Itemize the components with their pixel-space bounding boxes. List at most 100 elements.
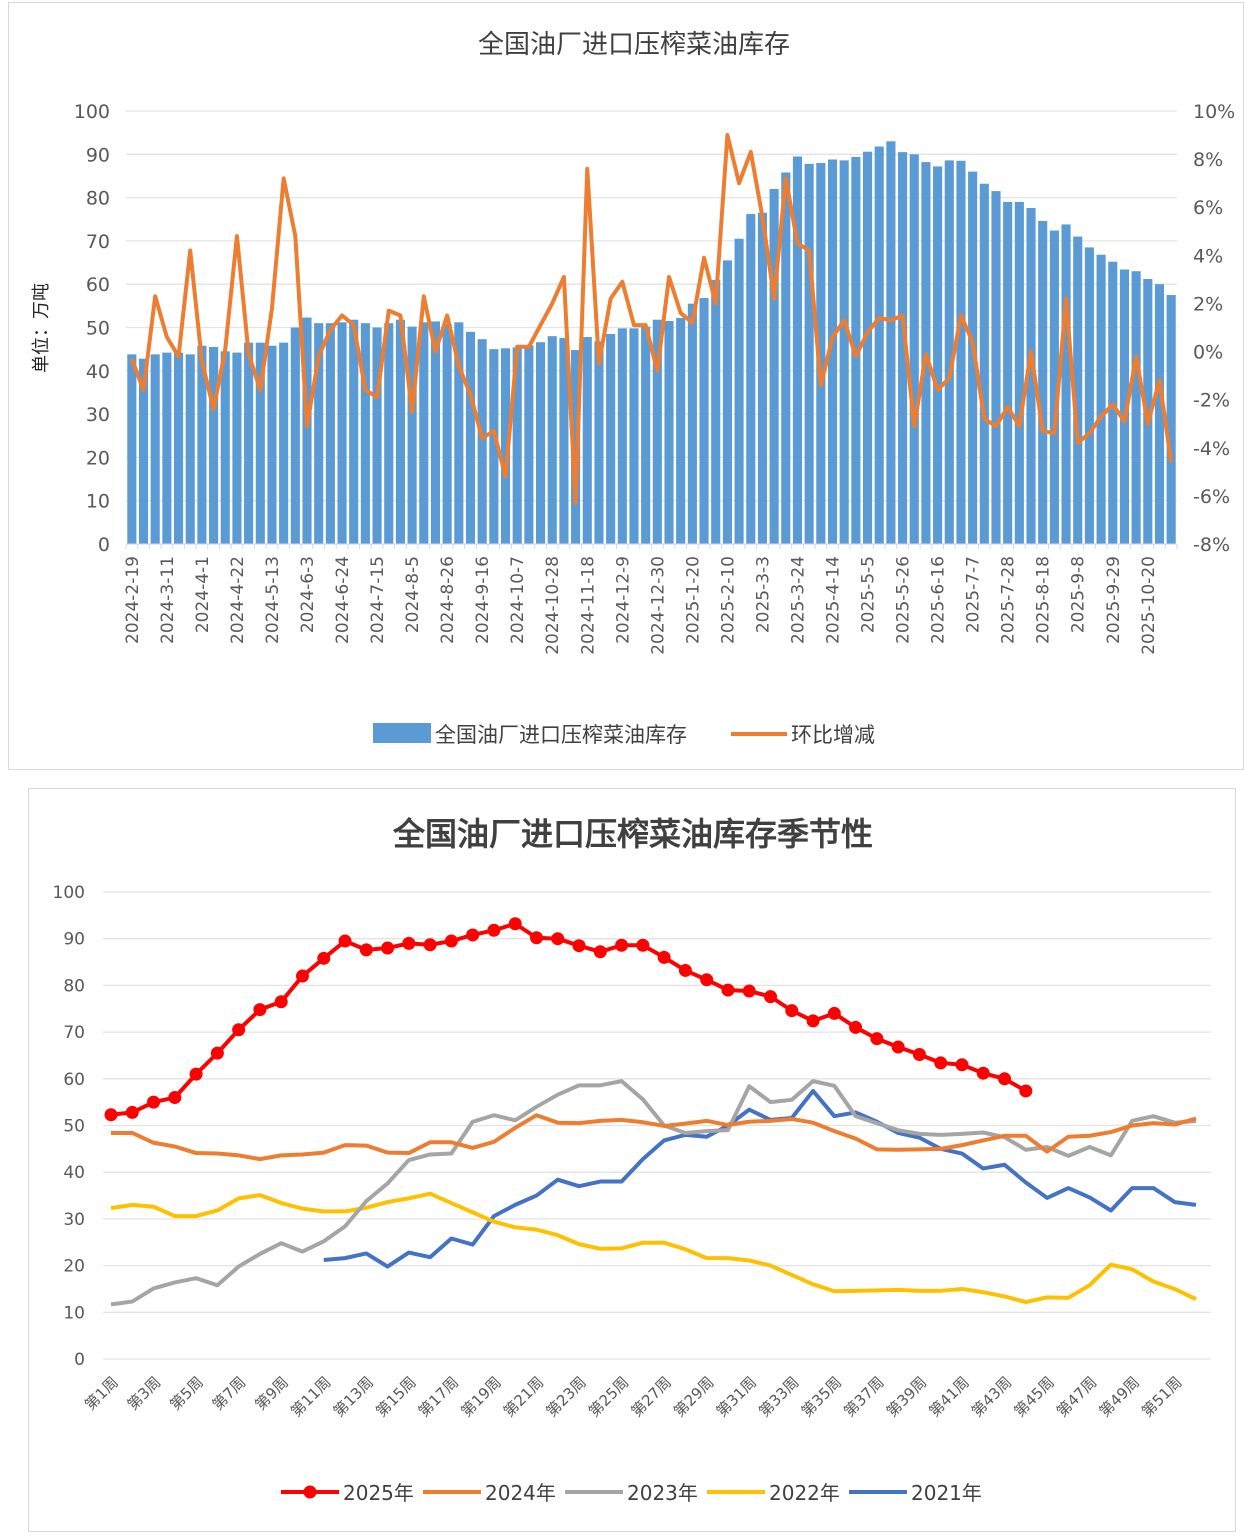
x-tick-label: 2025-6-16 bbox=[929, 556, 949, 644]
x-tick-label: 2025-3-24 bbox=[788, 556, 808, 644]
series-line-2021年 bbox=[323, 1088, 1197, 1269]
seasonality-line-chart: 全国油厂进口压榨菜油库存季节性 0 10 20 30 40 50 60 70 80 90 100 第… bbox=[53, 815, 1211, 1505]
data-marker bbox=[338, 934, 352, 948]
line-series bbox=[129, 133, 1174, 506]
data-marker bbox=[657, 950, 671, 964]
y-axis-ticks: 0 10 20 30 40 50 60 70 80 90 100 bbox=[53, 883, 85, 1370]
bar bbox=[419, 322, 429, 544]
bar bbox=[360, 323, 370, 544]
bar bbox=[442, 324, 452, 544]
legend-label: 2022年 bbox=[769, 1481, 840, 1505]
y-tick-label: 100 bbox=[53, 883, 85, 903]
series-line-2022年 bbox=[110, 1191, 1197, 1305]
data-marker bbox=[508, 917, 522, 931]
x-tick-label: 第7周 bbox=[209, 1373, 250, 1414]
data-marker bbox=[615, 938, 629, 952]
y-tick-label: 20 bbox=[63, 1257, 85, 1277]
data-marker bbox=[359, 943, 373, 957]
bar bbox=[862, 151, 873, 544]
data-marker bbox=[253, 1003, 267, 1017]
bar bbox=[197, 345, 207, 544]
data-marker bbox=[891, 1040, 905, 1054]
y2-tick-label: 2% bbox=[1193, 293, 1223, 315]
y-tick-label: 60 bbox=[63, 1070, 85, 1090]
bar bbox=[559, 337, 569, 544]
bar bbox=[933, 166, 943, 544]
data-marker bbox=[700, 973, 714, 987]
legend: 全国油厂进口压榨菜油库存 环比增减 bbox=[373, 723, 875, 747]
y-tick-label: 60 bbox=[86, 274, 110, 296]
y-axis-label: 单位：万吨 bbox=[31, 283, 52, 373]
bar bbox=[465, 331, 476, 544]
data-marker bbox=[785, 1004, 799, 1018]
bar bbox=[314, 323, 324, 544]
bar bbox=[372, 327, 382, 544]
x-tick-label: 2024-10-7 bbox=[508, 556, 528, 644]
data-marker bbox=[912, 1048, 926, 1062]
x-tick-label: 2024-12-30 bbox=[648, 556, 668, 655]
x-tick-label: 2025-2-10 bbox=[718, 556, 738, 644]
bar bbox=[1143, 279, 1153, 544]
bar bbox=[325, 323, 335, 544]
y2-tick-label: -6% bbox=[1193, 486, 1230, 508]
data-marker bbox=[104, 1108, 118, 1122]
chart-title: 全国油厂进口压榨菜油库存季节性 bbox=[392, 815, 873, 853]
bar bbox=[1154, 284, 1165, 544]
y-tick-label: 10 bbox=[86, 491, 110, 513]
line-series bbox=[104, 917, 1197, 1307]
legend-marker bbox=[303, 1485, 317, 1499]
y2-tick-label: -4% bbox=[1193, 438, 1230, 460]
left-axis-ticks: 0 10 20 30 40 50 60 70 80 90 100 bbox=[74, 101, 110, 556]
bar bbox=[395, 319, 405, 544]
chart-title: 全国油厂进口压榨菜油库存 bbox=[478, 30, 790, 60]
legend-label: 2021年 bbox=[911, 1481, 982, 1505]
legend-label: 2023年 bbox=[627, 1481, 698, 1505]
bar bbox=[524, 345, 534, 544]
bar bbox=[944, 160, 954, 544]
x-tick-label: 2025-3-3 bbox=[753, 556, 773, 633]
y-tick-label: 90 bbox=[86, 144, 110, 166]
data-marker bbox=[529, 931, 543, 945]
data-marker bbox=[678, 963, 692, 977]
data-marker bbox=[742, 984, 756, 998]
bar bbox=[1166, 295, 1176, 544]
legend-label-change: 环比增减 bbox=[791, 723, 875, 747]
y-tick-label: 20 bbox=[86, 447, 110, 469]
bar bbox=[407, 326, 417, 544]
x-tick-label: 第15周 bbox=[372, 1373, 419, 1420]
data-marker bbox=[572, 939, 586, 953]
bar bbox=[991, 191, 1001, 545]
y2-tick-label: -8% bbox=[1193, 534, 1230, 556]
y2-tick-label: 4% bbox=[1193, 245, 1223, 267]
data-marker bbox=[827, 1006, 841, 1020]
data-marker bbox=[444, 934, 458, 948]
bar bbox=[454, 322, 464, 544]
x-tick-label: 第23周 bbox=[542, 1373, 589, 1420]
y2-tick-label: 10% bbox=[1193, 101, 1235, 123]
bar bbox=[209, 346, 219, 544]
data-marker bbox=[274, 995, 288, 1009]
bar bbox=[536, 342, 546, 544]
bar bbox=[816, 162, 826, 544]
x-tick-label: 2024-5-13 bbox=[263, 556, 283, 644]
y-tick-label: 40 bbox=[86, 361, 110, 383]
data-marker bbox=[721, 983, 735, 997]
x-axis-ticks: 第1周 第3周 第5周 第7周 第9周第11周第13周第15周第17周第19周第21周第… bbox=[81, 1373, 1185, 1420]
x-tick-label: 2024-6-24 bbox=[333, 556, 353, 644]
x-tick-label: 2025-1-20 bbox=[683, 556, 703, 644]
bar-series bbox=[127, 141, 1176, 545]
data-marker bbox=[317, 951, 331, 965]
x-tick-label: 2025-5-26 bbox=[894, 556, 914, 644]
bar bbox=[138, 358, 149, 544]
x-tick-label: 第25周 bbox=[585, 1373, 632, 1420]
bar bbox=[1119, 269, 1130, 544]
bar bbox=[384, 323, 394, 544]
legend-label: 2025年 bbox=[343, 1481, 414, 1505]
bar bbox=[290, 327, 300, 544]
bar bbox=[220, 351, 230, 544]
bar bbox=[127, 354, 137, 544]
bar bbox=[594, 341, 604, 544]
bar bbox=[722, 260, 732, 544]
x-tick-label: 第33周 bbox=[755, 1373, 802, 1420]
data-marker bbox=[189, 1067, 203, 1081]
